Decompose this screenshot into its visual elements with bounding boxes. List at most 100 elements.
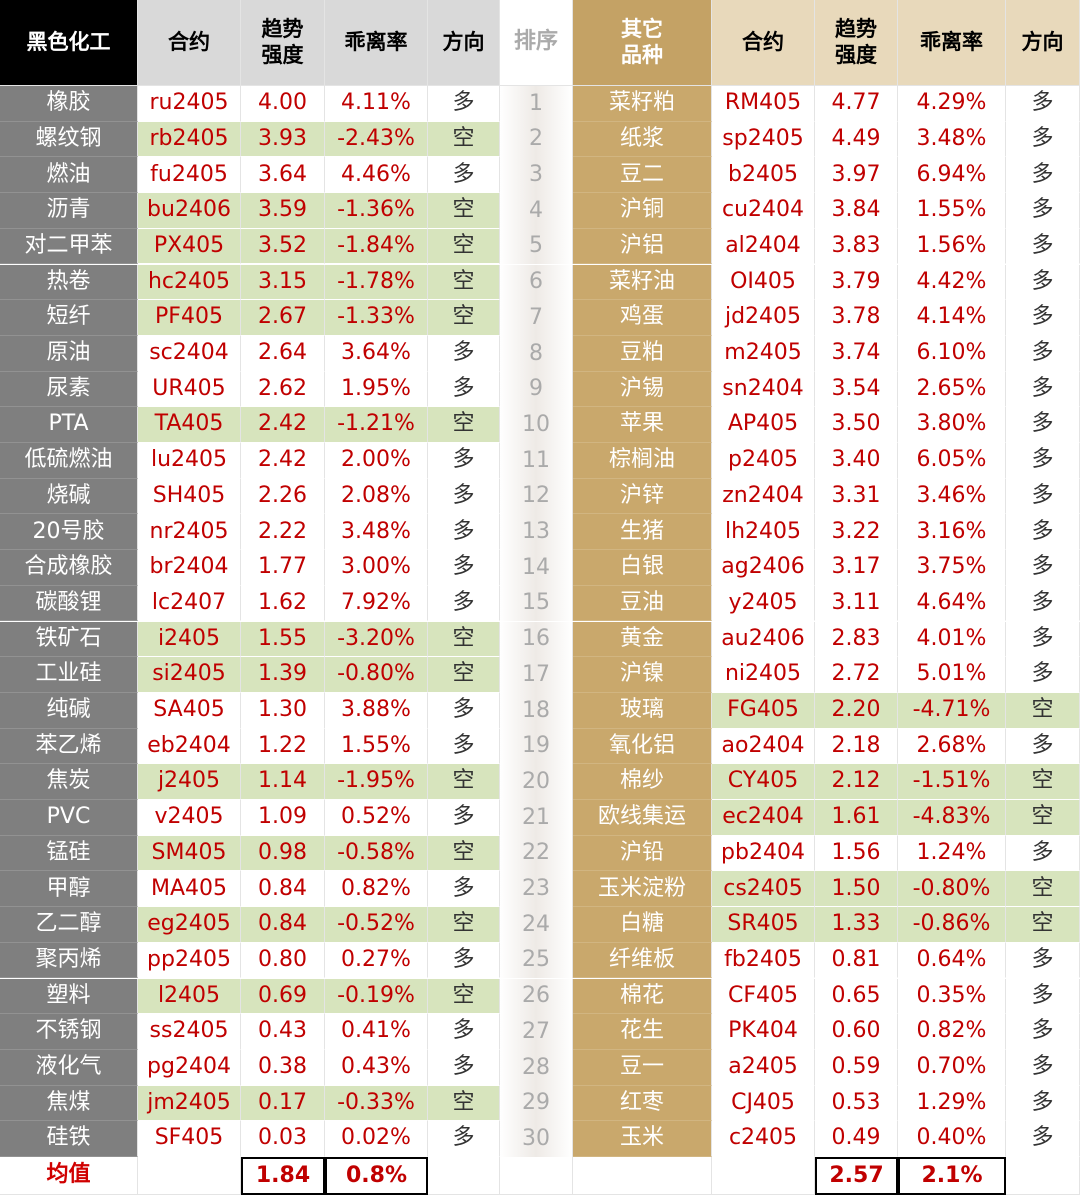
rank: 1 [500, 86, 573, 122]
direction: 多 [1006, 550, 1080, 586]
direction: 多 [428, 371, 500, 408]
name: 热卷 [0, 264, 138, 301]
contract: fb2405 [712, 942, 815, 979]
deviation: 1.29% [898, 1085, 1006, 1122]
strength: 3.79 [815, 264, 898, 301]
strength: 3.31 [815, 478, 898, 515]
strength: 1.33 [815, 907, 898, 943]
deviation: -1.78% [325, 264, 428, 301]
strength: 3.97 [815, 157, 898, 194]
contract: a2405 [712, 1049, 815, 1086]
rank: 27 [500, 1014, 573, 1050]
direction: 多 [1006, 514, 1080, 551]
contract: CF405 [712, 978, 815, 1015]
deviation: -1.33% [325, 300, 428, 336]
name: 棉花 [573, 978, 712, 1015]
contract: ao2404 [712, 728, 815, 765]
footer-blank [712, 1157, 815, 1195]
rank: 11 [500, 443, 573, 479]
name: 硅铁 [0, 1121, 138, 1157]
deviation: 1.55% [325, 728, 428, 765]
direction: 多 [1006, 728, 1080, 765]
contract: SR405 [712, 907, 815, 943]
strength: 3.64 [241, 157, 325, 194]
name: 沥青 [0, 193, 138, 229]
contract: PX405 [138, 228, 241, 265]
strength: 4.77 [815, 86, 898, 122]
strength: 2.20 [815, 692, 898, 729]
direction: 空 [1006, 764, 1080, 800]
strength: 1.09 [241, 800, 325, 836]
rank-header: 排序 [500, 0, 573, 86]
deviation: -1.21% [325, 407, 428, 443]
strength: 2.42 [241, 443, 325, 479]
column-header: 乖离率 [898, 0, 1006, 86]
direction: 多 [1006, 193, 1080, 229]
contract: PF405 [138, 300, 241, 336]
contract: j2405 [138, 764, 241, 800]
strength: 2.72 [815, 657, 898, 693]
name: 尿素 [0, 371, 138, 408]
deviation: 1.24% [898, 835, 1006, 872]
name: 棕榈油 [573, 443, 712, 479]
name: 塑料 [0, 978, 138, 1015]
column-header: 合约 [712, 0, 815, 86]
rank: 19 [500, 728, 573, 765]
deviation: -0.86% [898, 907, 1006, 943]
strength: 0.81 [815, 942, 898, 979]
name: 沪锡 [573, 371, 712, 408]
rank: 2 [500, 121, 573, 158]
contract: lh2405 [712, 514, 815, 551]
direction: 空 [428, 121, 500, 158]
deviation: -0.52% [325, 907, 428, 943]
contract: eb2404 [138, 728, 241, 765]
name: PVC [0, 800, 138, 836]
strength: 4.49 [815, 121, 898, 158]
deviation: 0.82% [898, 1014, 1006, 1050]
footer-blank [1006, 1157, 1080, 1195]
rank: 9 [500, 371, 573, 408]
direction: 多 [1006, 335, 1080, 372]
name: 白银 [573, 550, 712, 586]
deviation: -1.84% [325, 228, 428, 265]
deviation: 0.64% [898, 942, 1006, 979]
deviation: 0.27% [325, 942, 428, 979]
rank: 15 [500, 585, 573, 622]
deviation: -3.20% [325, 621, 428, 658]
deviation: 3.48% [325, 514, 428, 551]
name: 20号胶 [0, 514, 138, 551]
strength: 3.54 [815, 371, 898, 408]
contract: c2405 [712, 1121, 815, 1157]
direction: 多 [1006, 1085, 1080, 1122]
direction: 多 [1006, 978, 1080, 1015]
deviation: 4.64% [898, 585, 1006, 622]
name: 沪铝 [573, 228, 712, 265]
direction: 空 [428, 228, 500, 265]
rank: 21 [500, 800, 573, 836]
deviation: 0.35% [898, 978, 1006, 1015]
name: 焦炭 [0, 764, 138, 800]
deviation: 2.08% [325, 478, 428, 515]
contract: CJ405 [712, 1085, 815, 1122]
strength: 0.49 [815, 1121, 898, 1157]
strength: 2.22 [241, 514, 325, 551]
direction: 多 [428, 585, 500, 622]
contract: AP405 [712, 407, 815, 443]
name: 菜籽粕 [573, 86, 712, 122]
name: 短纤 [0, 300, 138, 336]
contract: m2405 [712, 335, 815, 372]
strength: 0.69 [241, 978, 325, 1015]
deviation: -1.51% [898, 764, 1006, 800]
name: 豆油 [573, 585, 712, 622]
rank: 17 [500, 657, 573, 693]
deviation: 3.88% [325, 692, 428, 729]
contract: bu2406 [138, 193, 241, 229]
strength: 4.00 [241, 86, 325, 122]
strength: 1.77 [241, 550, 325, 586]
deviation: 2.68% [898, 728, 1006, 765]
rank: 23 [500, 871, 573, 908]
direction: 多 [1006, 264, 1080, 301]
name: 花生 [573, 1014, 712, 1050]
name: 白糖 [573, 907, 712, 943]
